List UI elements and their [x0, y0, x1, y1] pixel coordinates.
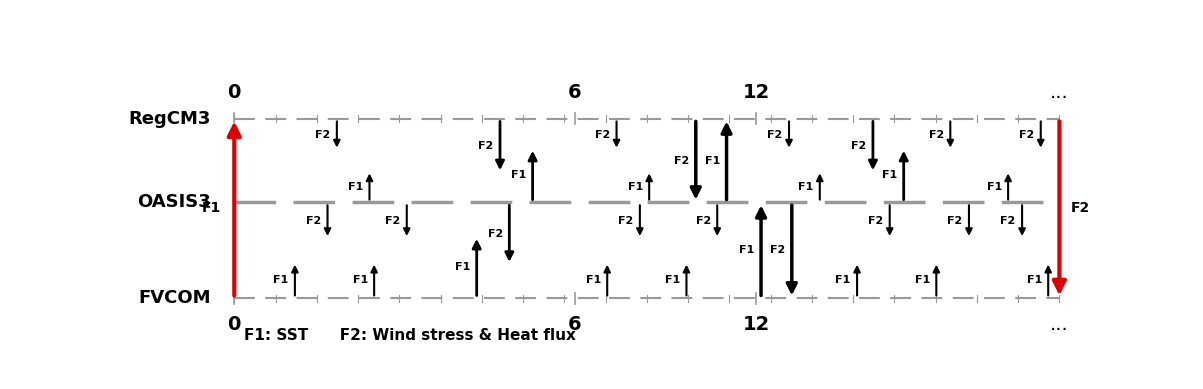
Text: F1: F1: [273, 275, 289, 285]
Text: F1: SST      F2: Wind stress & Heat flux: F1: SST F2: Wind stress & Heat flux: [243, 328, 575, 343]
Text: F1: F1: [986, 182, 1002, 191]
Text: F1: F1: [628, 182, 642, 191]
Text: F2: F2: [869, 216, 883, 226]
Text: F1: F1: [882, 170, 897, 180]
Text: F2: F2: [618, 216, 634, 226]
Text: F2: F2: [770, 245, 786, 255]
Text: F2: F2: [768, 130, 783, 140]
Text: F2: F2: [852, 141, 866, 151]
Text: OASIS3: OASIS3: [137, 193, 211, 212]
Text: F1: F1: [352, 275, 368, 285]
Text: 0: 0: [227, 83, 241, 102]
Text: F2: F2: [929, 130, 944, 140]
Text: F2: F2: [595, 130, 610, 140]
Text: 6: 6: [568, 315, 581, 334]
Text: 6: 6: [568, 83, 581, 102]
Text: 12: 12: [742, 315, 770, 334]
Text: F2: F2: [1071, 202, 1090, 216]
Text: RegCM3: RegCM3: [129, 110, 211, 128]
Text: ...: ...: [1050, 83, 1068, 102]
Text: F2: F2: [1001, 216, 1015, 226]
Text: F2: F2: [315, 130, 331, 140]
Text: F2: F2: [695, 216, 711, 226]
Text: 0: 0: [227, 315, 241, 334]
Text: F1: F1: [835, 275, 851, 285]
Text: 12: 12: [742, 83, 770, 102]
Text: F1: F1: [455, 262, 470, 272]
Text: F1: F1: [201, 202, 220, 216]
Text: F2: F2: [1019, 130, 1035, 140]
Text: F1: F1: [511, 170, 526, 180]
Text: F2: F2: [947, 216, 962, 226]
Text: F2: F2: [306, 216, 321, 226]
Text: F1: F1: [586, 275, 600, 285]
Text: FVCOM: FVCOM: [138, 289, 211, 307]
Text: F2: F2: [385, 216, 401, 226]
Text: F1: F1: [348, 182, 363, 191]
Text: F1: F1: [914, 275, 930, 285]
Text: F1: F1: [798, 182, 813, 191]
Text: F2: F2: [674, 156, 689, 165]
Text: ...: ...: [1050, 315, 1068, 334]
Text: F2: F2: [479, 141, 493, 151]
Text: F1: F1: [705, 156, 721, 165]
Text: F2: F2: [487, 229, 503, 238]
Text: F1: F1: [1026, 275, 1042, 285]
Text: F1: F1: [740, 245, 754, 255]
Text: F1: F1: [665, 275, 680, 285]
